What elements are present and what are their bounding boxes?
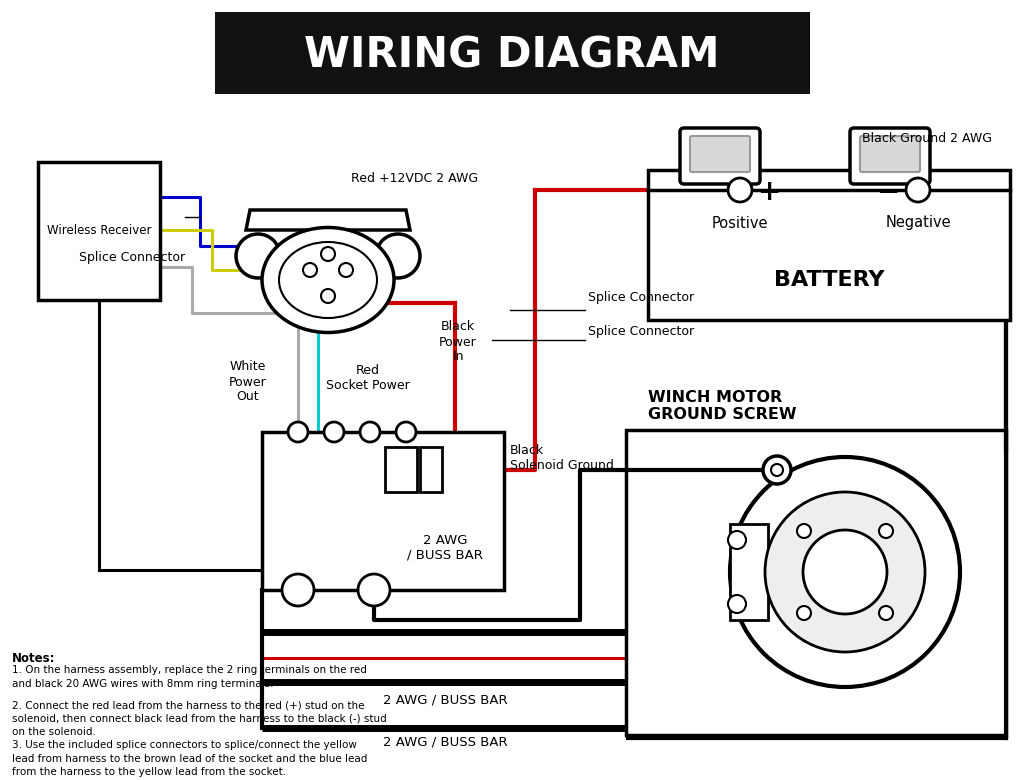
Text: Black
Solenoid Ground: Black Solenoid Ground	[510, 444, 613, 472]
Text: 3. Use the included splice connectors to splice/connect the yellow
lead from har: 3. Use the included splice connectors to…	[12, 740, 368, 777]
Circle shape	[321, 289, 335, 303]
Ellipse shape	[262, 228, 394, 332]
Circle shape	[288, 422, 308, 442]
Text: 2 AWG / BUSS BAR: 2 AWG / BUSS BAR	[383, 736, 507, 749]
FancyBboxPatch shape	[262, 432, 504, 590]
Circle shape	[728, 595, 746, 613]
Text: Wireless Receiver: Wireless Receiver	[47, 225, 152, 237]
Circle shape	[906, 178, 930, 202]
Circle shape	[282, 574, 314, 606]
Circle shape	[339, 263, 353, 277]
Circle shape	[879, 606, 893, 620]
Text: 2 AWG / BUSS BAR: 2 AWG / BUSS BAR	[383, 693, 507, 707]
Text: Splice Connector: Splice Connector	[79, 250, 185, 264]
Text: +: +	[758, 178, 781, 206]
Text: Splice Connector: Splice Connector	[588, 325, 694, 339]
FancyBboxPatch shape	[690, 136, 750, 172]
Circle shape	[803, 530, 887, 614]
Polygon shape	[246, 210, 410, 230]
Text: BATTERY: BATTERY	[774, 270, 885, 290]
Text: WINCH MOTOR
GROUND SCREW: WINCH MOTOR GROUND SCREW	[648, 390, 797, 422]
Text: White
Power
Out: White Power Out	[229, 360, 267, 403]
Text: Splice Connector: Splice Connector	[588, 292, 694, 304]
Circle shape	[763, 456, 791, 484]
Circle shape	[321, 247, 335, 261]
FancyBboxPatch shape	[850, 128, 930, 184]
Circle shape	[728, 178, 752, 202]
Circle shape	[376, 234, 420, 278]
Circle shape	[728, 531, 746, 549]
Text: WIRING DIAGRAM: WIRING DIAGRAM	[304, 34, 720, 76]
FancyBboxPatch shape	[648, 170, 1010, 320]
FancyBboxPatch shape	[420, 447, 442, 492]
Text: Notes:: Notes:	[12, 652, 55, 665]
Text: 2. Connect the red lead from the harness to the red (+) stud on the
solenoid, th: 2. Connect the red lead from the harness…	[12, 700, 387, 737]
Circle shape	[396, 422, 416, 442]
Text: Red
Socket Power: Red Socket Power	[326, 364, 410, 392]
FancyBboxPatch shape	[215, 12, 810, 94]
Circle shape	[324, 422, 344, 442]
Circle shape	[236, 234, 280, 278]
Text: Negative: Negative	[885, 215, 951, 231]
FancyBboxPatch shape	[860, 136, 920, 172]
Circle shape	[730, 457, 961, 687]
Circle shape	[879, 524, 893, 538]
FancyBboxPatch shape	[680, 128, 760, 184]
Text: 2 AWG
/ BUSS BAR: 2 AWG / BUSS BAR	[408, 534, 483, 562]
Text: Red +12VDC 2 AWG: Red +12VDC 2 AWG	[351, 172, 478, 185]
Circle shape	[360, 422, 380, 442]
Circle shape	[797, 606, 811, 620]
Circle shape	[303, 263, 317, 277]
Text: Black Ground 2 AWG: Black Ground 2 AWG	[862, 132, 992, 144]
Text: −: −	[877, 178, 900, 206]
Ellipse shape	[279, 242, 377, 318]
FancyBboxPatch shape	[38, 162, 160, 300]
Circle shape	[358, 574, 390, 606]
Circle shape	[797, 524, 811, 538]
Text: Black
Power
In: Black Power In	[439, 321, 477, 363]
Circle shape	[765, 492, 925, 652]
FancyBboxPatch shape	[730, 524, 768, 620]
Text: Positive: Positive	[712, 215, 768, 231]
Text: 1. On the harness assembly, replace the 2 ring terminals on the red
and black 20: 1. On the harness assembly, replace the …	[12, 665, 367, 689]
Circle shape	[771, 464, 783, 476]
FancyBboxPatch shape	[385, 447, 417, 492]
